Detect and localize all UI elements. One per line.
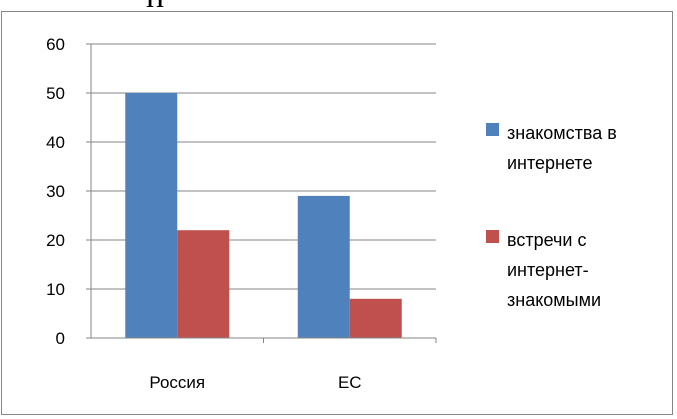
bar [125, 93, 178, 338]
y-tick-label: 60 [46, 35, 65, 54]
bar [297, 195, 350, 338]
y-tick-label: 10 [46, 280, 65, 299]
legend-swatch [486, 230, 499, 243]
y-tick-label: 50 [46, 84, 65, 103]
x-tick-label: Россия [149, 373, 205, 392]
y-tick-label: 0 [56, 329, 65, 348]
x-tick-label: ЕС [338, 373, 362, 392]
y-tick-label: 40 [46, 133, 65, 152]
y-tick-label: 20 [46, 231, 65, 250]
legend-label: знакомства в интернете [507, 123, 617, 173]
legend-label: встречи с интернет-знакомыми [507, 230, 601, 310]
y-tick-label: 30 [46, 182, 65, 201]
bar [349, 298, 402, 338]
bar [177, 230, 230, 338]
legend-swatch [486, 123, 499, 136]
